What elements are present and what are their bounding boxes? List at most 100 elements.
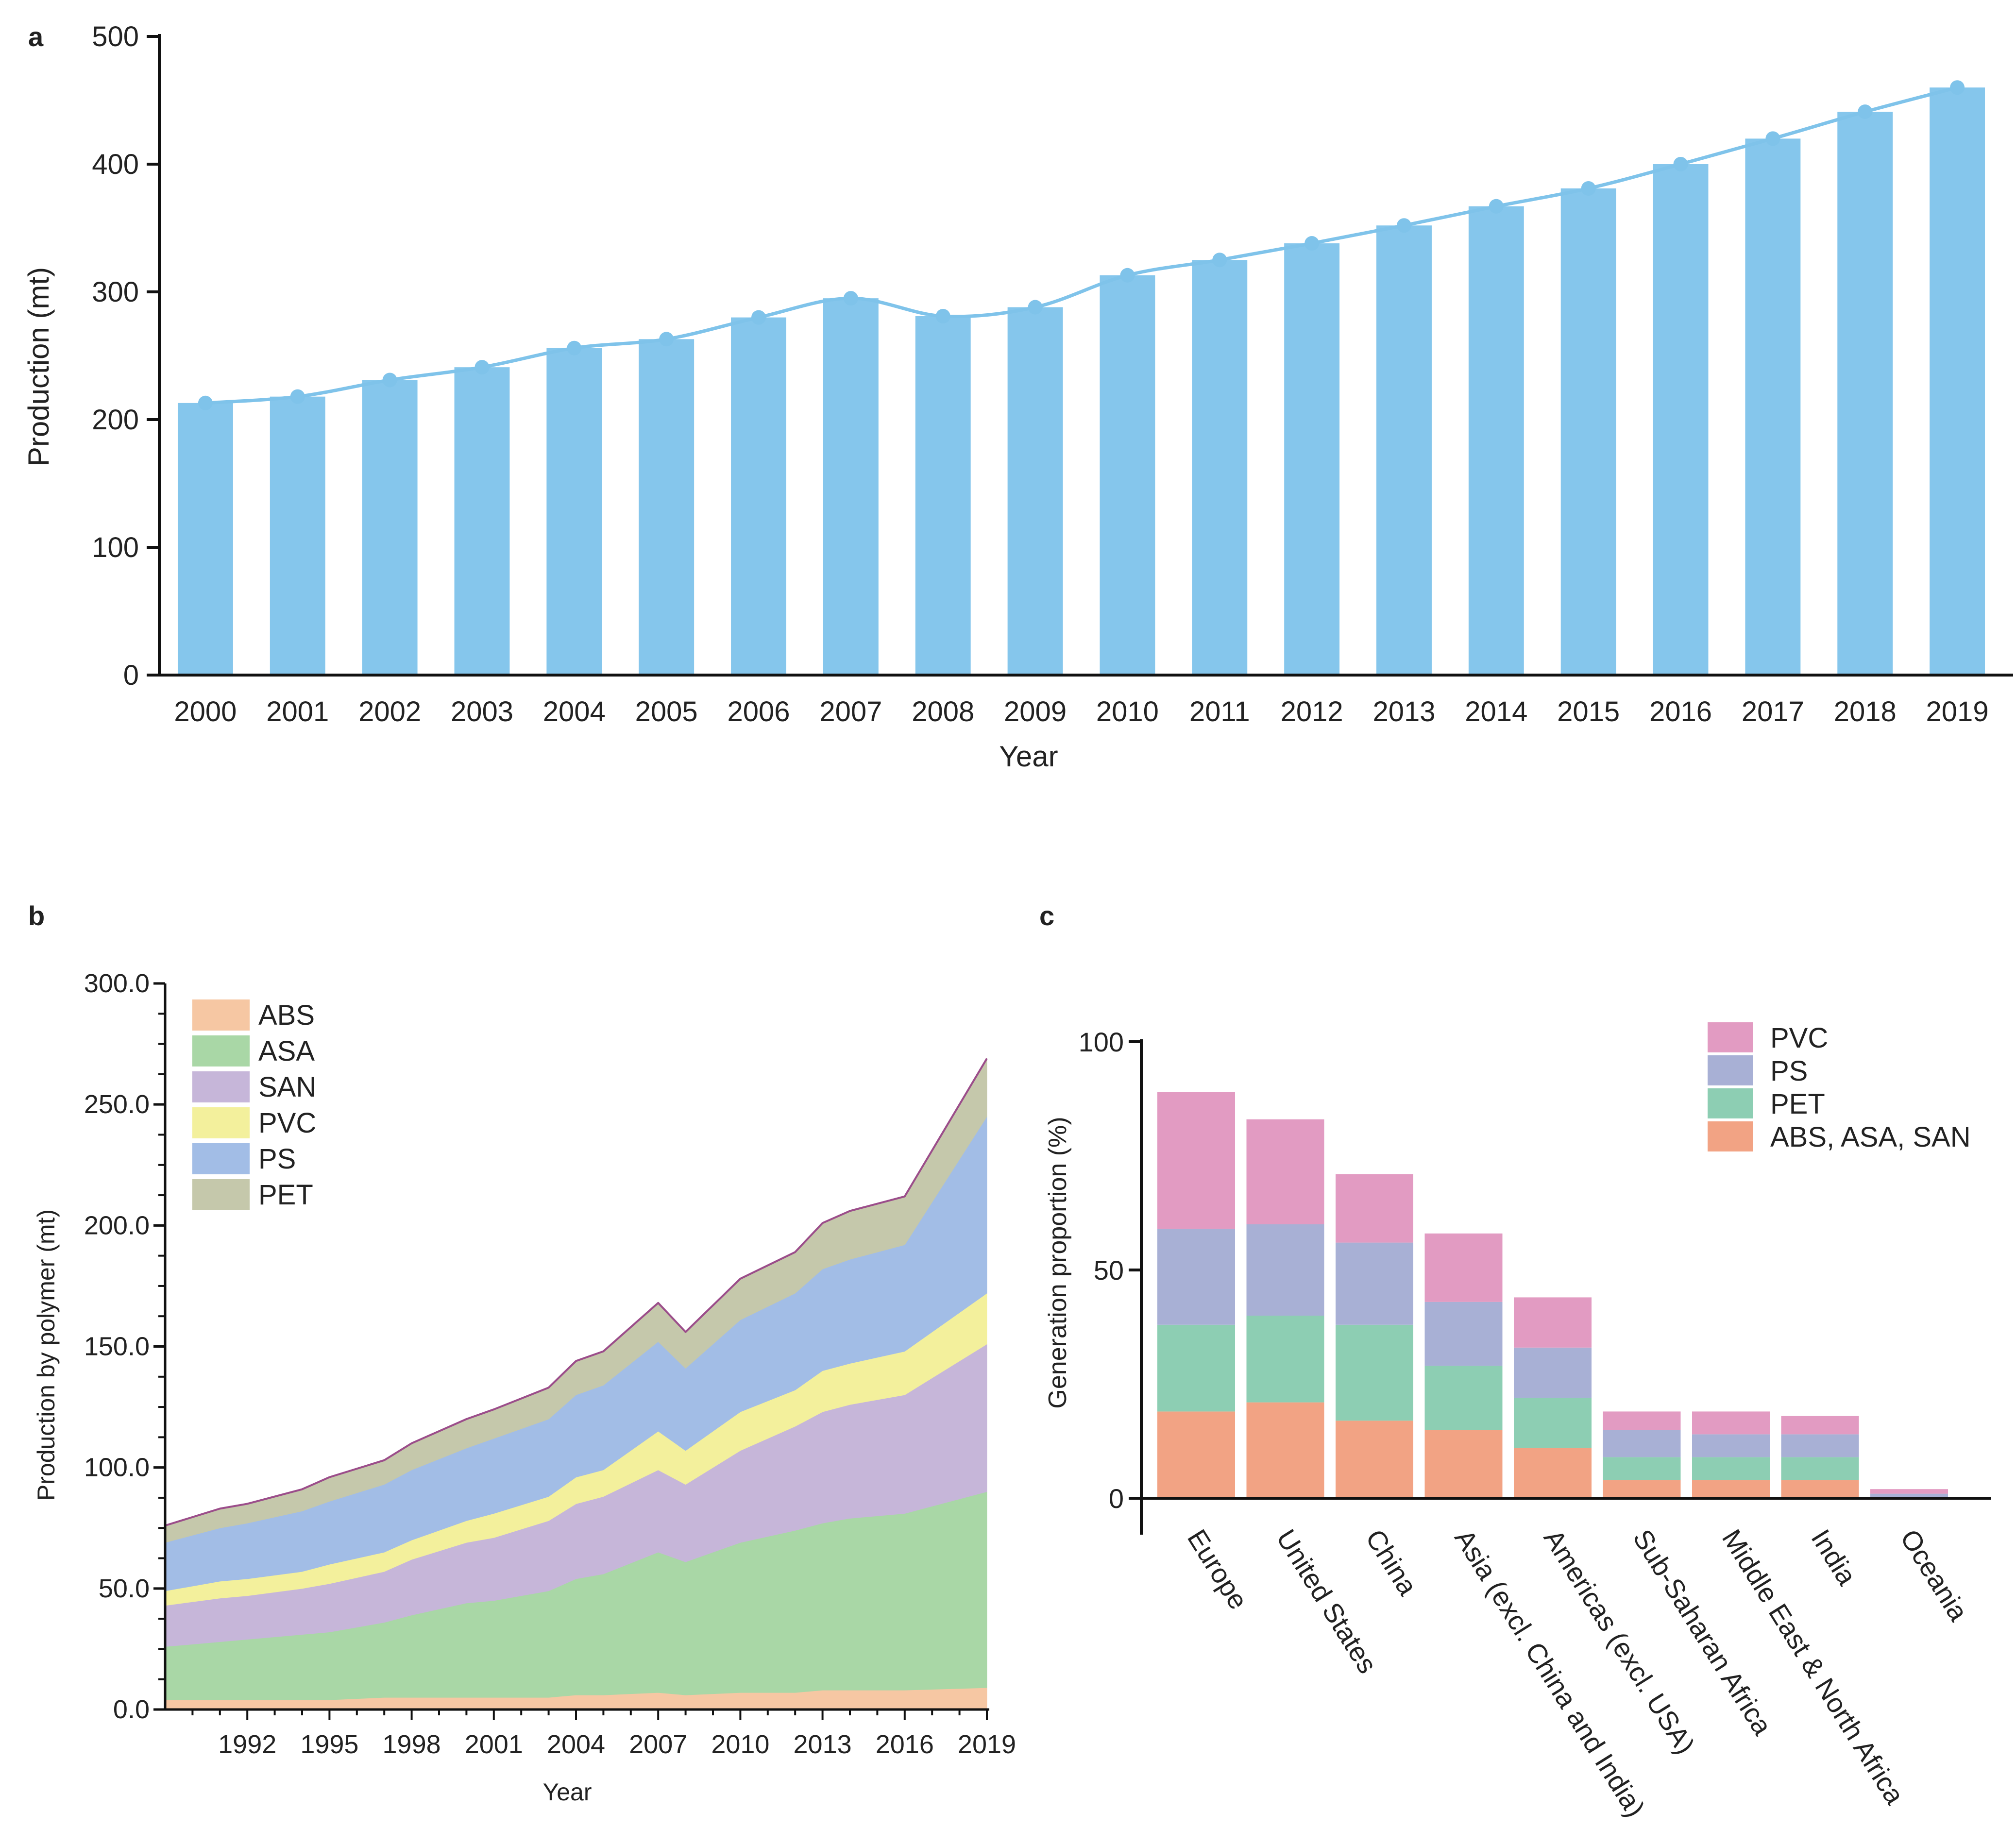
panel-a-bars [177, 87, 1985, 676]
x-tick-label-2010: 2010 [1096, 696, 1159, 728]
legend-swatch-SAN [192, 1071, 250, 1102]
legend-swatch-ABS-ASA-SAN [1708, 1121, 1753, 1151]
trend-marker-2016 [1673, 157, 1688, 171]
trend-marker-2008 [935, 308, 950, 323]
bar-segment-PS-6 [1692, 1434, 1770, 1457]
x-tick-label-2016: 2016 [876, 1730, 934, 1759]
bar-segment-PS-3 [1424, 1302, 1503, 1366]
legend-swatch-PET [192, 1179, 250, 1210]
x-tick-label-4: Americas (excl. USA) [1538, 1524, 1701, 1760]
trend-marker-2011 [1212, 253, 1227, 268]
x-tick-label-2002: 2002 [358, 696, 421, 728]
panel-a-production-chart: a 2000 2001 2002 2003 2004 2005 2006 2007 2008 20… [22, 21, 2013, 773]
y-tick-label-50.0: 50.0 [99, 1574, 150, 1603]
legend-swatch-ABS [192, 999, 250, 1031]
legend-label-PS: PS [1770, 1055, 1808, 1087]
y-tick-label-300.0: 300.0 [84, 969, 150, 998]
x-tick-label-7: India [1805, 1524, 1863, 1591]
panel-b-stacked-areas [165, 1058, 988, 1710]
legend-label-ABS-ASA-SAN: ABS, ASA, SAN [1770, 1121, 1971, 1153]
panel-c-bars [1157, 1092, 1948, 1498]
x-tick-label-2014: 2014 [1465, 696, 1527, 728]
y-tick-label-100.0: 100.0 [84, 1453, 150, 1482]
legend-swatch-ASA [192, 1035, 250, 1066]
x-tick-label-2005: 2005 [635, 696, 698, 728]
legend-label-ASA: ASA [258, 1035, 315, 1067]
bar-2010 [1100, 275, 1155, 675]
x-tick-label-2019: 2019 [1926, 696, 1989, 728]
bar-2001 [270, 396, 325, 675]
bar-2007 [823, 298, 879, 675]
x-tick-label-2000: 2000 [174, 696, 237, 728]
x-tick-label-2007: 2007 [819, 696, 882, 728]
y-tick-label-150.0: 150.0 [84, 1332, 150, 1361]
bar-segment-ABS-ASA-SAN-7 [1781, 1480, 1859, 1498]
bar-segment-PS-4 [1514, 1347, 1592, 1398]
bar-segment-PET-5 [1603, 1457, 1681, 1480]
y-tick-label-400: 400 [92, 149, 139, 180]
bar-2015 [1560, 188, 1616, 676]
bar-segment-PS-8 [1870, 1493, 1948, 1498]
panel-b-x-axis-label: Year [542, 1778, 592, 1806]
area-top-outline [165, 1058, 988, 1527]
bar-segment-PET-0 [1157, 1324, 1235, 1412]
trend-marker-2010 [1120, 268, 1135, 283]
bar-2016 [1653, 164, 1709, 675]
bar-segment-ABS-ASA-SAN-2 [1336, 1421, 1413, 1498]
bar-segment-ABS-ASA-SAN-1 [1246, 1402, 1324, 1498]
panel-a-letter: a [28, 21, 44, 52]
y-tick-label-250.0: 250.0 [84, 1090, 150, 1119]
trend-marker-2002 [382, 372, 397, 388]
legend-label-SAN: SAN [258, 1071, 316, 1103]
y-tick-label-0.0: 0.0 [113, 1695, 150, 1724]
y-tick-label-0: 0 [123, 660, 139, 691]
trend-marker-2012 [1304, 236, 1320, 251]
y-tick-label-300: 300 [92, 276, 139, 308]
x-tick-label-3: Asia (excl. China and India) [1449, 1524, 1651, 1822]
panel-a-y-axis-label: Production (mt) [22, 267, 55, 466]
bar-2005 [639, 339, 695, 675]
bar-2019 [1930, 87, 1985, 676]
bar-segment-PVC-6 [1692, 1411, 1770, 1435]
y-tick-label-100: 100 [1079, 1027, 1124, 1057]
bar-segment-PET-6 [1692, 1457, 1770, 1480]
panel-b-letter: b [28, 900, 45, 931]
legend-swatch-PS [192, 1143, 250, 1174]
bar-2000 [177, 403, 233, 675]
y-tick-label-200.0: 200.0 [84, 1211, 150, 1240]
bar-segment-PET-1 [1246, 1316, 1324, 1403]
legend-swatch-PS [1708, 1055, 1753, 1085]
bar-segment-PVC-1 [1246, 1119, 1324, 1224]
trend-marker-2014 [1489, 199, 1504, 214]
bar-segment-PVC-8 [1870, 1489, 1948, 1494]
y-tick-label-0: 0 [1109, 1483, 1124, 1514]
bar-2008 [915, 316, 971, 675]
x-tick-label-2001: 2001 [266, 696, 329, 728]
bar-2006 [731, 317, 786, 675]
legend-label-PVC: PVC [1770, 1022, 1828, 1054]
x-tick-label-2007: 2007 [629, 1730, 687, 1759]
legend-label-PS: PS [258, 1143, 296, 1175]
legend-swatch-PVC [192, 1107, 250, 1138]
trend-marker-2018 [1858, 104, 1873, 119]
x-tick-label-2011: 2011 [1189, 696, 1250, 728]
legend-label-PVC: PVC [258, 1107, 316, 1139]
x-tick-label-2001: 2001 [465, 1730, 523, 1759]
panel-a-x-axis-label: Year [999, 740, 1058, 773]
bar-segment-ABS-ASA-SAN-5 [1603, 1480, 1681, 1498]
x-tick-label-2: China [1360, 1524, 1423, 1601]
bar-segment-PET-3 [1424, 1366, 1503, 1430]
bar-2004 [546, 348, 602, 675]
x-tick-label-2003: 2003 [451, 696, 513, 728]
legend-swatch-PVC [1708, 1022, 1753, 1052]
y-tick-label-200: 200 [92, 404, 139, 436]
x-tick-label-1995: 1995 [300, 1730, 358, 1759]
bar-segment-PS-5 [1603, 1430, 1681, 1457]
bar-segment-PVC-4 [1514, 1297, 1592, 1348]
x-tick-label-2012: 2012 [1281, 696, 1343, 728]
x-tick-label-2016: 2016 [1649, 696, 1712, 728]
x-tick-label-2019: 2019 [958, 1730, 1016, 1759]
bar-segment-PET-7 [1781, 1457, 1859, 1480]
panel-c-letter: c [1039, 900, 1054, 931]
